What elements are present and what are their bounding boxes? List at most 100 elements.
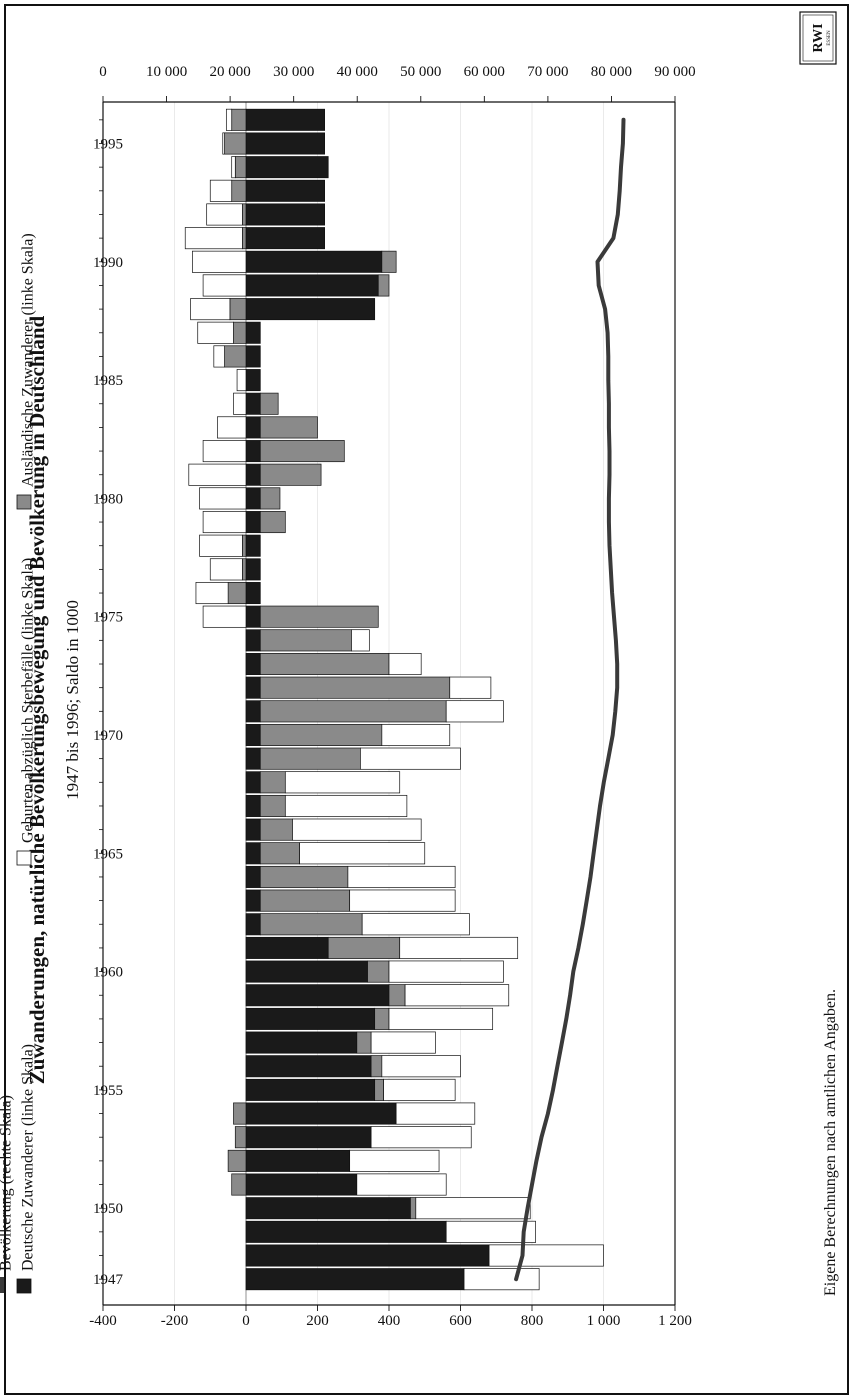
bar-1-1954 (233, 1102, 247, 1125)
bar-0-1996 (245, 108, 326, 131)
bar-1-1995 (224, 132, 247, 155)
bar-1-1965 (259, 842, 300, 865)
bar-2-1959 (404, 984, 510, 1007)
bar-0-1992 (245, 203, 326, 226)
bar-1-1962 (259, 913, 363, 936)
bar-2-1952 (349, 1149, 440, 1172)
bar-1-1970 (259, 723, 383, 746)
right-axis-tick-label: 0 (99, 64, 107, 80)
x-axis-tick-label: 1955 (93, 1083, 123, 1099)
bar-0-1980 (245, 487, 261, 510)
bar-1-1987 (233, 321, 247, 344)
bar-0-1952 (245, 1149, 351, 1172)
x-axis-tick-label: 1995 (93, 137, 123, 153)
bar-1-1992 (242, 203, 247, 226)
bar-2-1955 (383, 1078, 456, 1101)
bar-2-1992 (206, 203, 243, 226)
bar-2-1977 (209, 558, 243, 581)
left-axis-tick-label: -200 (161, 1313, 189, 1329)
bar-0-1973 (245, 653, 261, 676)
bar-1-1977 (242, 558, 247, 581)
bar-1-1978 (242, 534, 247, 557)
legend-swatch (16, 1278, 32, 1294)
legend-label: Deutsche Zuwanderer (linke Skala) (20, 1044, 37, 1271)
bar-2-1953 (370, 1126, 472, 1149)
bar-0-1978 (245, 534, 261, 557)
bar-0-1971 (245, 700, 261, 723)
bar-0-1972 (245, 676, 261, 699)
right-axis-tick-label: 20 000 (209, 64, 250, 80)
bar-0-1990 (245, 250, 383, 273)
bar-1-1983 (259, 416, 318, 439)
bar-2-1968 (284, 771, 401, 794)
bar-1-1964 (259, 865, 349, 888)
legend-label: Ausländische Zuwanderer (linke Skala) (20, 233, 37, 487)
bar-2-1983 (217, 416, 247, 439)
bar-2-1979 (202, 511, 247, 534)
bar-2-1978 (199, 534, 243, 557)
bar-0-1986 (245, 345, 261, 368)
bar-2-1982 (202, 440, 247, 463)
bar-0-1954 (245, 1102, 397, 1125)
bar-1-1972 (259, 676, 451, 699)
bar-0-1968 (245, 771, 261, 794)
right-axis-tick-labels: 0 10 000 20 000 30 000 40 000 50 000 60 000 70 … (99, 64, 695, 80)
bar-0-1981 (245, 463, 261, 486)
bar-1-1957 (356, 1031, 372, 1054)
bar-2-1947 (463, 1268, 540, 1291)
bar-2-1958 (388, 1007, 494, 1030)
bar-2-1991 (184, 227, 243, 250)
x-axis-tick-labels: 1947 1950 1955 1960 1965 1970 1975 1980 1985 1990… (93, 137, 124, 1289)
bar-1-1960 (367, 960, 390, 983)
bar-0-1961 (245, 936, 329, 959)
bar-0-1975 (245, 605, 261, 628)
bars (184, 108, 604, 1291)
bar-2-1964 (347, 865, 456, 888)
bar-1-1950 (410, 1197, 417, 1220)
legend-label: Geburten abzüglich Sterbefälle (linke Sk… (20, 558, 37, 843)
bar-1-1963 (259, 889, 351, 912)
bar-1-1968 (259, 771, 286, 794)
bar-2-1963 (349, 889, 456, 912)
bar-2-1996 (225, 108, 233, 131)
bar-0-1985 (245, 369, 261, 392)
bar-2-1976 (195, 582, 229, 605)
bar-1-1989 (377, 274, 390, 297)
x-axis-tick-label: 1947 (93, 1272, 124, 1288)
bar-2-1972 (449, 676, 492, 699)
chart-subtitle: 1947 bis 1996; Saldo in 1000 (63, 600, 82, 800)
bar-2-1993 (209, 179, 233, 202)
x-axis-tick-label: 1975 (93, 610, 123, 626)
bar-2-1949 (445, 1220, 536, 1243)
bar-2-1994 (231, 156, 236, 179)
left-axis-tick-label: 1 000 (587, 1313, 621, 1329)
bar-0-1964 (245, 865, 261, 888)
right-axis-tick-label: 90 000 (654, 64, 695, 80)
bar-1-1956 (370, 1055, 383, 1078)
bar-0-1951 (245, 1173, 358, 1196)
bar-1-1993 (231, 179, 247, 202)
bar-0-1984 (245, 392, 261, 415)
bar-1-1991 (242, 227, 247, 250)
bar-1-1974 (259, 629, 352, 652)
right-axis-tick-label: 80 000 (591, 64, 632, 80)
right-axis-tick-label: 10 000 (146, 64, 187, 80)
bar-2-1961 (399, 936, 519, 959)
bar-2-1960 (388, 960, 504, 983)
left-axis-tick-labels: -400 -200 0 200 400 600 800 1 000 1 200 (89, 1313, 692, 1329)
right-axis-tick-label: 60 000 (464, 64, 505, 80)
bar-2-1981 (188, 463, 247, 486)
logo-main-text: RWI (811, 23, 826, 52)
bar-1-1952 (227, 1149, 247, 1172)
bar-2-1988 (190, 298, 231, 321)
x-axis-tick-label: 1985 (93, 373, 123, 389)
bar-2-1951 (356, 1173, 447, 1196)
bar-0-1963 (245, 889, 261, 912)
left-axis-tick-label: 1 200 (658, 1313, 692, 1329)
bar-2-1966 (292, 818, 422, 841)
bar-2-1948 (488, 1244, 604, 1267)
bar-2-1962 (361, 913, 470, 936)
bar-2-1975 (202, 605, 247, 628)
legend-swatch (16, 850, 32, 866)
